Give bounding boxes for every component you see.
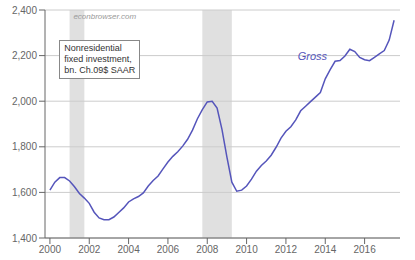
svg-text:2,200: 2,200	[12, 50, 37, 61]
html-text:econbrowser.com: econbrowser.com	[73, 12, 137, 21]
svg-text:2004: 2004	[117, 244, 140, 255]
svg-text:2008: 2008	[196, 244, 219, 255]
svg-text:Gross: Gross	[298, 50, 328, 62]
svg-text:1,400: 1,400	[12, 233, 37, 244]
svg-text:2,400: 2,400	[12, 5, 37, 16]
svg-text:1,800: 1,800	[12, 141, 37, 152]
svg-text:2010: 2010	[235, 244, 258, 255]
svg-text:2,000: 2,000	[12, 96, 37, 107]
svg-text:2000: 2000	[39, 244, 62, 255]
svg-text:2014: 2014	[314, 244, 337, 255]
svg-text:2012: 2012	[275, 244, 298, 255]
svg-text:2016: 2016	[353, 244, 376, 255]
svg-text:2006: 2006	[157, 244, 180, 255]
svg-text:1,600: 1,600	[12, 187, 37, 198]
html-text:Nonresidential fixed investmen: Nonresidential fixed investment, bn. Ch.…	[64, 42, 136, 75]
svg-text:2002: 2002	[78, 244, 101, 255]
